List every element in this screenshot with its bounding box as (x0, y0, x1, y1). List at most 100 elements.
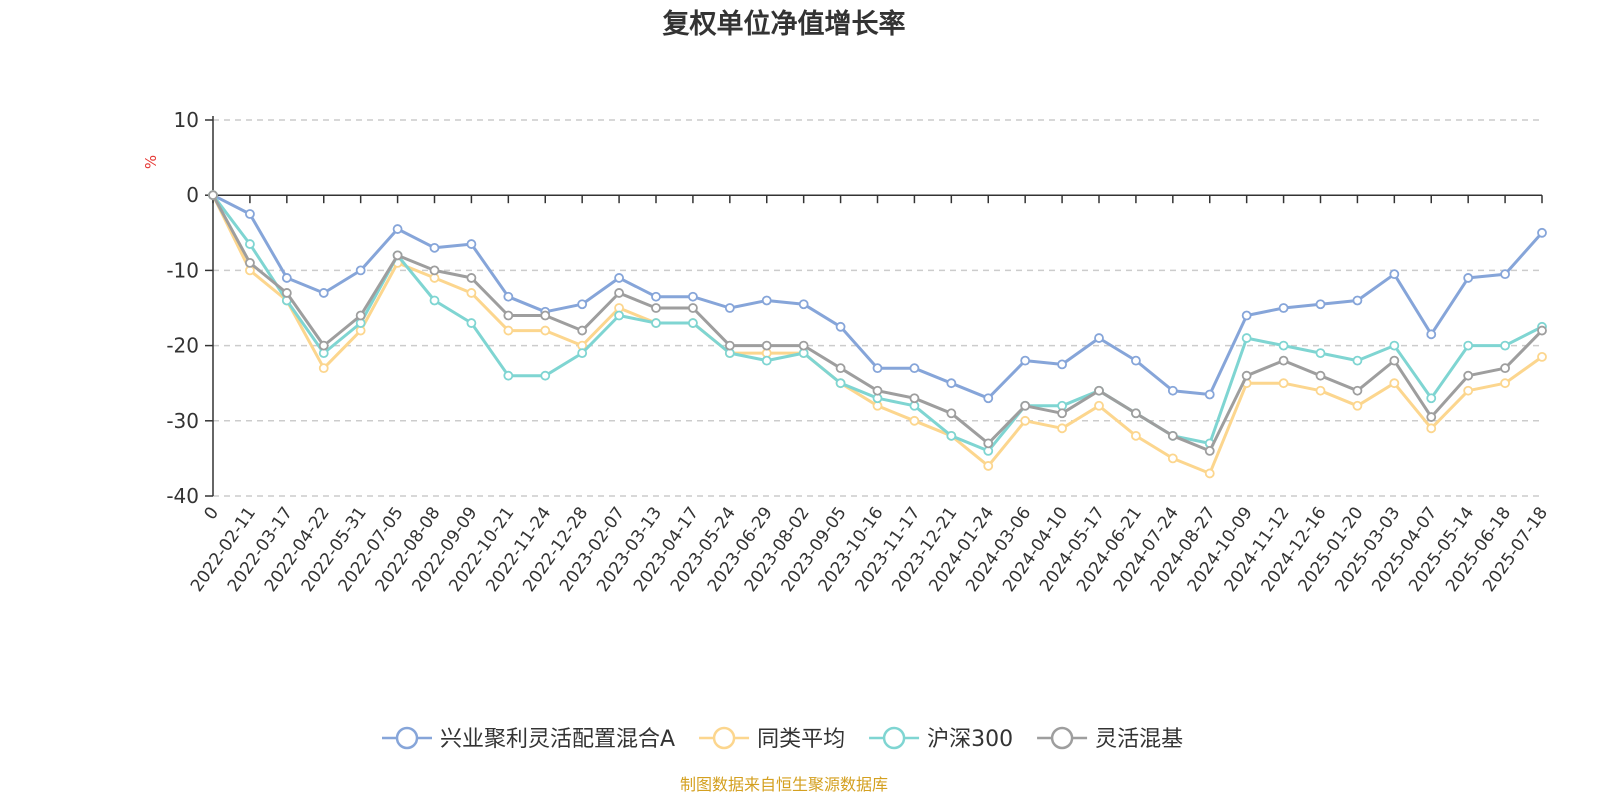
data-point (688, 303, 698, 313)
y-tick-label: -30 (166, 409, 199, 433)
data-point (835, 363, 846, 374)
data-point (1020, 400, 1031, 411)
legend[interactable]: 兴业聚利灵活配置混合A 同类平均 沪深300 灵活混基 (382, 726, 1183, 752)
data-point (1352, 400, 1363, 411)
data-point (1131, 408, 1141, 419)
data-point (909, 363, 920, 374)
data-point (1389, 269, 1400, 280)
data-point (355, 265, 366, 276)
data-point (614, 310, 624, 321)
data-point (1463, 273, 1474, 283)
data-point (946, 378, 957, 389)
data-point (614, 288, 624, 298)
data-point (245, 209, 255, 219)
data-point (1537, 227, 1547, 238)
data-point (1426, 412, 1437, 422)
data-point (872, 385, 883, 396)
legend-label: 灵活混基 (1095, 727, 1183, 752)
data-point (1167, 430, 1178, 441)
data-point (1389, 340, 1400, 351)
data-point (614, 273, 624, 283)
data-point (245, 257, 255, 268)
data-point (1463, 340, 1474, 351)
legend-item-1[interactable]: 同类平均 (699, 726, 845, 752)
y-tick-label: -20 (166, 334, 199, 358)
data-point (540, 370, 551, 381)
data-point (983, 393, 994, 404)
data-point (1426, 393, 1437, 404)
y-axis: 10 0 -10 -20 -30 -40 (166, 108, 214, 508)
data-point (318, 340, 329, 351)
data-point (651, 303, 661, 313)
data-point (1315, 348, 1326, 359)
data-point (1426, 423, 1437, 434)
legend-label: 沪深300 (927, 727, 1013, 752)
legend-item-3[interactable]: 灵活混基 (1037, 726, 1183, 752)
series-line (211, 194, 1544, 453)
data-point (724, 340, 735, 351)
data-point (983, 438, 994, 449)
data-point (281, 288, 292, 298)
series-2 (208, 190, 1547, 456)
y-tick-label: -10 (166, 258, 199, 282)
series-lines (208, 190, 1547, 479)
data-point (1278, 355, 1289, 366)
data-point (1352, 355, 1363, 366)
data-point (761, 340, 772, 351)
data-point (318, 288, 329, 298)
y-tick-label: 10 (174, 108, 199, 132)
data-point (835, 378, 846, 389)
data-point (1389, 355, 1400, 366)
data-point (1278, 340, 1289, 351)
data-point (1315, 385, 1326, 396)
data-point (1426, 329, 1437, 340)
data-point (688, 291, 698, 302)
data-point (429, 242, 440, 253)
data-point (1204, 445, 1215, 456)
chart-title: 复权单位净值增长率 (663, 8, 906, 40)
legend-label: 兴业聚利灵活配置混合A (440, 727, 675, 752)
data-point (577, 325, 588, 336)
data-point (798, 340, 809, 351)
data-point (724, 303, 735, 313)
data-point (688, 318, 698, 328)
data-point (577, 299, 588, 310)
data-point (1500, 269, 1510, 280)
data-point (651, 318, 661, 328)
data-point (1389, 378, 1400, 389)
y-tick-label: -40 (166, 484, 199, 508)
data-point (540, 325, 551, 336)
series-3 (208, 190, 1547, 456)
data-point (318, 363, 329, 374)
data-point (798, 299, 809, 310)
data-point (466, 288, 477, 298)
legend-marker-icon (712, 726, 736, 750)
legend-item-0[interactable]: 兴业聚利灵活配置混合A (382, 726, 675, 752)
data-point (1167, 453, 1178, 464)
x-tick-label: 0 (201, 503, 224, 523)
data-point (1131, 355, 1141, 366)
data-point (1020, 355, 1031, 366)
data-point (1241, 333, 1252, 343)
data-point (503, 291, 514, 302)
data-point (355, 310, 366, 321)
data-point (1352, 385, 1363, 396)
data-point (245, 239, 255, 249)
data-point (503, 310, 514, 321)
data-point (909, 415, 920, 426)
data-point (1094, 333, 1104, 343)
data-point (1057, 359, 1067, 370)
data-point (1131, 430, 1141, 441)
y-axis-unit: % (142, 155, 160, 169)
y-tick-label: 0 (186, 183, 199, 207)
data-source-note: 制图数据来自恒生聚源数据库 (680, 775, 888, 794)
data-point (1094, 400, 1104, 411)
legend-item-2[interactable]: 沪深300 (869, 726, 1013, 752)
data-point (946, 430, 957, 441)
data-point (1315, 370, 1326, 381)
data-point (1094, 385, 1104, 396)
data-point (1057, 408, 1067, 419)
data-point (577, 348, 588, 359)
data-point (429, 295, 440, 306)
